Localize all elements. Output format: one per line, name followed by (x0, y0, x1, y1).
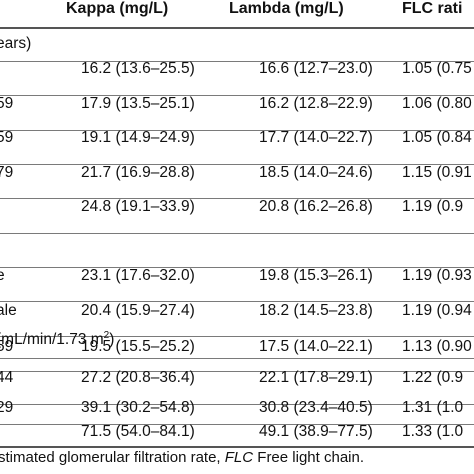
row-lambda: 19.8 (15.3–26.1) (259, 267, 373, 284)
row-ratio: 1.19 (0.94 (402, 302, 472, 319)
row-divider (0, 198, 474, 199)
section-age: ears) (0, 27, 474, 61)
egfr-unit-superscript: 2 (103, 329, 110, 341)
table-row: ale 20.4 (15.9–27.4) 18.2 (14.5–23.8) 1.… (0, 294, 474, 328)
row-label: 59 (0, 95, 14, 112)
row-kappa: 21.7 (16.9–28.8) (81, 164, 195, 181)
table-row: 71.5 (54.0–84.1) 49.1 (38.9–77.5) 1.33 (… (0, 415, 474, 449)
footnote-text-1: stimated glomerular filtration rate, (0, 449, 225, 466)
table-row: e 23.1 (17.6–32.0) 19.8 (15.3–26.1) 1.19… (0, 259, 474, 293)
row-lambda: 17.7 (14.0–22.7) (259, 129, 373, 146)
table-bottom-rule (0, 446, 474, 448)
table-row: 16.2 (13.6–25.5) 16.6 (12.7–23.0) 1.05 (… (0, 52, 474, 86)
row-label: 29 (0, 399, 14, 416)
row-divider (0, 424, 474, 425)
table-row: 24.8 (19.1–33.9) 20.8 (16.2–26.8) 1.19 (… (0, 190, 474, 224)
row-lambda: 22.1 (17.8–29.1) (259, 369, 373, 386)
row-ratio: 1.05 (0.84 (402, 129, 472, 146)
row-divider (0, 130, 474, 131)
row-divider (0, 233, 474, 234)
row-divider (0, 61, 474, 62)
table-row: 79 21.7 (16.9–28.8) 18.5 (14.0–24.6) 1.1… (0, 156, 474, 190)
row-label: 44 (0, 369, 14, 386)
header-rule (0, 27, 474, 29)
row-label: ale (0, 302, 17, 319)
row-kappa: 27.2 (20.8–36.4) (81, 369, 195, 386)
row-label: 59 (0, 129, 14, 146)
table-row: 29 39.1 (30.2–54.8) 30.8 (23.4–40.5) 1.3… (0, 391, 474, 425)
row-lambda: 18.2 (14.5–23.8) (259, 302, 373, 319)
row-ratio: 1.33 (1.0 (402, 423, 464, 440)
table-row: 59 19.5 (15.5–25.2) 17.5 (14.0–22.1) 1.1… (0, 330, 474, 364)
section-egfr: (mL/min/1.73 m2) (0, 323, 474, 357)
row-divider (0, 301, 474, 302)
row-lambda: 16.2 (12.8–22.9) (259, 95, 373, 112)
row-label: 59 (0, 338, 14, 355)
row-divider (0, 95, 474, 96)
row-ratio: 1.31 (1.0 (402, 399, 464, 416)
row-ratio: 1.15 (0.91 (402, 164, 472, 181)
row-kappa: 16.2 (13.6–25.5) (81, 60, 195, 77)
row-ratio: 1.22 (0.9 (402, 369, 464, 386)
row-ratio: 1.19 (0.9 (402, 198, 464, 215)
row-label: e (0, 267, 5, 284)
row-lambda: 20.8 (16.2–26.8) (259, 198, 373, 215)
row-lambda: 30.8 (23.4–40.5) (259, 399, 373, 416)
row-divider (0, 371, 474, 372)
footnote-abbrev-flc: FLC (224, 449, 254, 466)
section-age-label: ears) (0, 35, 32, 52)
row-divider (0, 164, 474, 165)
row-kappa: 20.4 (15.9–27.4) (81, 302, 195, 319)
table-footnote: stimated glomerular filtration rate, FLC… (0, 444, 364, 472)
table-header-row: Kappa (mg/L) Lambda (mg/L) FLC rati (0, 0, 474, 26)
table-row: 59 17.9 (13.5–25.1) 16.2 (12.8–22.9) 1.0… (0, 87, 474, 121)
header-col-kappa: Kappa (mg/L) (66, 0, 169, 17)
row-ratio: 1.06 (0.80 (402, 95, 472, 112)
header-col-ratio: FLC rati (402, 0, 463, 17)
table-row: 59 19.1 (14.9–24.9) 17.7 (14.0–22.7) 1.0… (0, 121, 474, 155)
row-ratio: 1.13 (0.90 (402, 338, 472, 355)
row-label: 79 (0, 164, 14, 181)
row-divider (0, 404, 474, 405)
row-kappa: 23.1 (17.6–32.0) (81, 267, 195, 284)
row-lambda: 17.5 (14.0–22.1) (259, 338, 373, 355)
row-kappa: 19.5 (15.5–25.2) (81, 338, 195, 355)
row-lambda: 49.1 (38.9–77.5) (259, 423, 373, 440)
row-divider (0, 267, 474, 268)
table-row: 44 27.2 (20.8–36.4) 22.1 (17.8–29.1) 1.2… (0, 361, 474, 395)
row-divider (0, 358, 474, 359)
row-ratio: 1.05 (0.75 (402, 60, 472, 77)
row-kappa: 17.9 (13.5–25.1) (81, 95, 195, 112)
header-col-lambda: Lambda (mg/L) (229, 0, 344, 17)
row-kappa: 39.1 (30.2–54.8) (81, 399, 195, 416)
row-lambda: 18.5 (14.0–24.6) (259, 164, 373, 181)
row-kappa: 71.5 (54.0–84.1) (81, 423, 195, 440)
footnote-text-2: Free light chain. (253, 449, 364, 466)
section-egfr-label: (mL/min/1.73 m2) (0, 329, 115, 348)
row-divider (0, 336, 474, 337)
row-lambda: 16.6 (12.7–23.0) (259, 60, 373, 77)
row-kappa: 24.8 (19.1–33.9) (81, 198, 195, 215)
row-kappa: 19.1 (14.9–24.9) (81, 129, 195, 146)
row-ratio: 1.19 (0.93 (402, 267, 472, 284)
